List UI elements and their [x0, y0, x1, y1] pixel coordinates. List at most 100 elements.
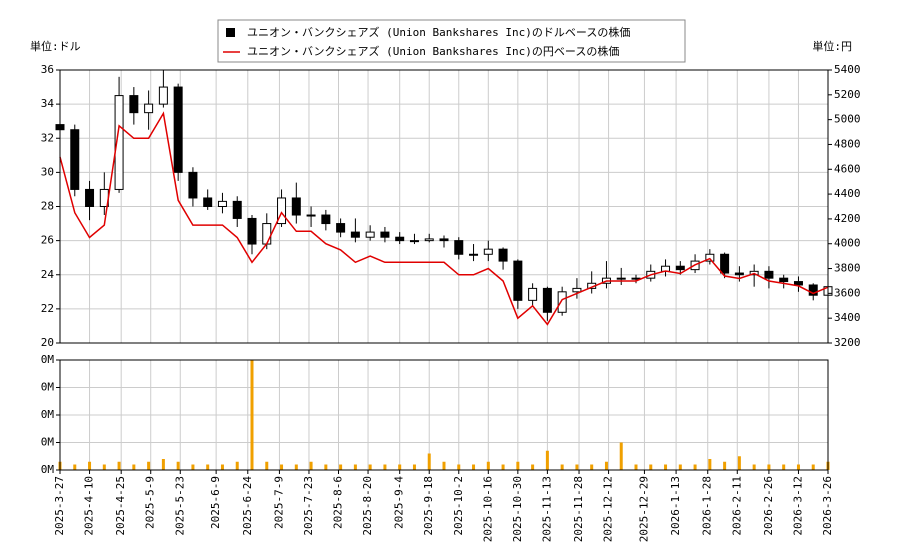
volume-bar	[649, 464, 653, 470]
y2-tick-label: 3400	[834, 311, 861, 324]
y-tick-label: 20	[41, 336, 54, 349]
volume-bar	[531, 464, 535, 470]
candle-body	[734, 272, 744, 276]
mark-layer	[55, 70, 833, 470]
y-tick-label: 22	[41, 302, 54, 315]
volume-bar	[619, 442, 623, 470]
candle-body	[129, 95, 139, 114]
volume-bar	[88, 461, 92, 470]
volume-bar	[280, 464, 284, 470]
y2-tick-label: 4600	[834, 162, 861, 175]
x-tick-label: 2026-3-12	[791, 476, 804, 536]
x-tick-label: 2025-10-30	[511, 476, 524, 542]
volume-bar	[723, 461, 727, 470]
price-line	[59, 111, 829, 326]
candle-body	[232, 200, 242, 219]
candle-body	[764, 270, 774, 279]
candle-body	[114, 95, 124, 190]
volume-bar	[560, 464, 564, 470]
y-tick-label: 24	[41, 268, 55, 281]
legend-label: ユニオン・バンクシェアズ (Union Bankshares Inc)の円ベース…	[247, 44, 619, 58]
candle-body	[380, 231, 390, 238]
volume-bar	[206, 464, 210, 470]
y2-tick-label: 5400	[834, 63, 861, 76]
volume-bar	[545, 450, 549, 470]
candle-body	[291, 197, 301, 216]
y-tick-label: 0M	[41, 436, 55, 449]
candle-body	[631, 277, 641, 280]
y2-tick-label: 4200	[834, 212, 861, 225]
candle-body	[779, 277, 789, 283]
y2-tick-label: 5000	[834, 113, 861, 126]
volume-bar	[250, 360, 254, 470]
x-tick-label: 2025-5-9	[144, 476, 157, 529]
volume-bar	[235, 461, 239, 470]
candle-body	[542, 287, 552, 313]
volume-bar	[486, 461, 490, 470]
volume-bar	[132, 464, 136, 470]
volume-bar	[427, 453, 431, 470]
y-tick-label: 26	[41, 234, 54, 247]
volume-bar	[191, 464, 195, 470]
x-tick-label: 2025-8-20	[361, 476, 374, 536]
volume-bar	[339, 464, 343, 470]
volume-bar	[501, 464, 505, 470]
candle-body	[675, 265, 685, 271]
candle-body	[365, 231, 375, 238]
y2-tick-label: 3800	[834, 262, 861, 275]
candle-body	[321, 214, 331, 225]
volume-bar	[294, 464, 298, 470]
candle-body	[247, 217, 257, 245]
volume-bar	[457, 464, 461, 470]
x-tick-label: 2026-3-26	[821, 476, 834, 536]
x-tick-label: 2025-9-4	[393, 476, 406, 529]
y2-tick-label: 4000	[834, 237, 861, 250]
legend-swatch	[226, 28, 235, 37]
candle-body	[350, 231, 360, 238]
volume-bar	[102, 464, 106, 470]
x-tick-label: 2025-6-9	[209, 476, 222, 529]
candle-body	[262, 223, 272, 245]
candle-body	[483, 248, 493, 255]
candle-body	[557, 291, 567, 313]
y-tick-label: 36	[41, 63, 54, 76]
candle-body	[173, 86, 183, 173]
volume-bar	[398, 464, 402, 470]
x-tick-label: 2025-12-29	[637, 476, 650, 542]
x-tick-label: 2025-4-10	[83, 476, 96, 536]
volume-bar	[634, 464, 638, 470]
candle-body	[409, 240, 419, 243]
candle-body	[203, 197, 213, 207]
candle-body	[336, 223, 346, 233]
x-tick-label: 2025-10-16	[481, 476, 494, 542]
y-tick-label: 0M	[41, 353, 55, 366]
volume-bar	[693, 464, 697, 470]
volume-bar	[664, 464, 668, 470]
x-tick-label: 2025-12-12	[602, 476, 615, 542]
x-tick-label: 2026-2-26	[762, 476, 775, 536]
x-tick-label: 2025-10-2	[452, 476, 465, 536]
y-tick-label: 30	[41, 165, 54, 178]
y2-tick-label: 4800	[834, 137, 861, 150]
volume-bar	[708, 459, 712, 470]
candle-body	[616, 277, 626, 280]
candle-body	[395, 236, 405, 242]
y-tick-label: 28	[41, 200, 54, 213]
volume-bar	[147, 461, 151, 470]
candle-body	[469, 253, 479, 256]
volume-bar	[811, 464, 815, 470]
legend	[217, 19, 686, 63]
volume-bar	[442, 461, 446, 470]
candle-body	[439, 238, 449, 242]
candle-body	[572, 287, 582, 293]
x-tick-label: 2025-9-18	[422, 476, 435, 536]
candle-body	[277, 197, 287, 225]
x-tick-label: 2026-2-11	[730, 476, 743, 536]
x-tick-label: 2025-11-13	[540, 476, 553, 542]
candle-body	[720, 253, 730, 274]
candle-body	[513, 260, 523, 301]
y2-tick-label: 3600	[834, 286, 861, 299]
volume-bar	[796, 464, 800, 470]
y-tick-label: 34	[41, 97, 55, 110]
volume-bar	[767, 464, 771, 470]
